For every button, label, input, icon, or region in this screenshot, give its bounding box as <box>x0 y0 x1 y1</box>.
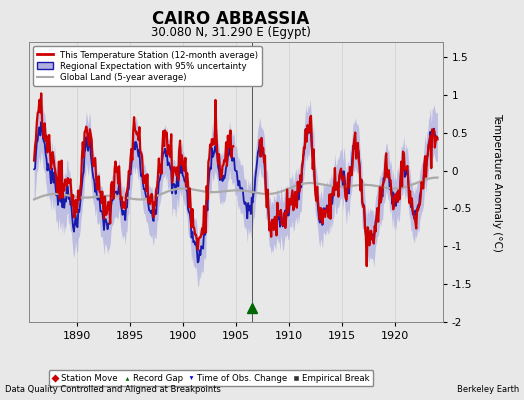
Text: CAIRO ABBASSIA: CAIRO ABBASSIA <box>152 10 309 28</box>
Legend: Station Move, Record Gap, Time of Obs. Change, Empirical Break: Station Move, Record Gap, Time of Obs. C… <box>49 370 374 386</box>
Text: Data Quality Controlled and Aligned at Breakpoints: Data Quality Controlled and Aligned at B… <box>5 385 221 394</box>
Text: 30.080 N, 31.290 E (Egypt): 30.080 N, 31.290 E (Egypt) <box>150 26 311 39</box>
Y-axis label: Temperature Anomaly (°C): Temperature Anomaly (°C) <box>492 112 501 252</box>
Text: Berkeley Earth: Berkeley Earth <box>456 385 519 394</box>
